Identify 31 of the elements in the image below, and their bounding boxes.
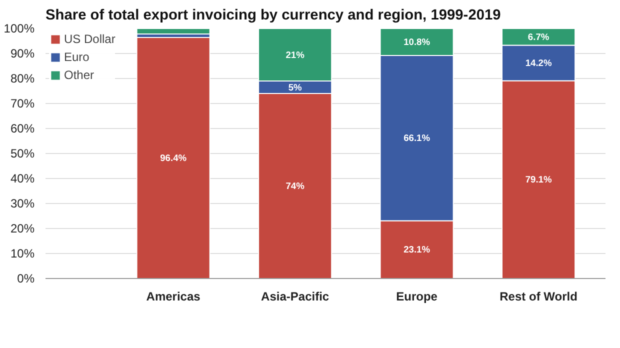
- y-tick-label: 100%: [4, 22, 35, 36]
- y-tick-label: 30%: [10, 196, 35, 210]
- data-label: 23.1%: [404, 244, 431, 255]
- data-label: 74%: [286, 181, 306, 191]
- y-tick-label: 50%: [10, 146, 35, 160]
- data-label: 6.7%: [528, 32, 550, 42]
- data-label: 14.2%: [525, 58, 552, 68]
- legend-label: Other: [64, 68, 94, 82]
- y-tick-label: 90%: [10, 46, 35, 60]
- y-tick-label: 80%: [10, 72, 35, 86]
- data-label: 96.4%: [160, 153, 188, 163]
- legend-label: US Dollar: [64, 32, 116, 46]
- y-tick-label: 10%: [10, 246, 35, 260]
- y-tick-label: 70%: [10, 96, 35, 110]
- data-label: 79.1%: [525, 174, 552, 185]
- x-tick-label: Americas: [146, 290, 201, 304]
- bar: [136, 37, 210, 278]
- y-tick-label: 0%: [17, 272, 35, 286]
- x-tick-label: Europe: [396, 290, 438, 304]
- x-tick-label: Asia-Pacific: [261, 290, 330, 304]
- data-label: 10.8%: [404, 37, 431, 47]
- data-label: 66.1%: [404, 133, 431, 144]
- y-tick-label: 40%: [10, 172, 35, 186]
- y-tick-label: 20%: [10, 222, 35, 236]
- data-label: 21%: [286, 50, 306, 60]
- x-tick-label: Rest of World: [500, 290, 578, 304]
- bar: [136, 28, 210, 34]
- data-label: 5%: [288, 82, 303, 92]
- y-tick-label: 60%: [10, 122, 35, 136]
- legend-label: Euro: [64, 50, 90, 64]
- chart-title: Share of total export invoicing by currency and region, 1999-2019: [46, 8, 501, 24]
